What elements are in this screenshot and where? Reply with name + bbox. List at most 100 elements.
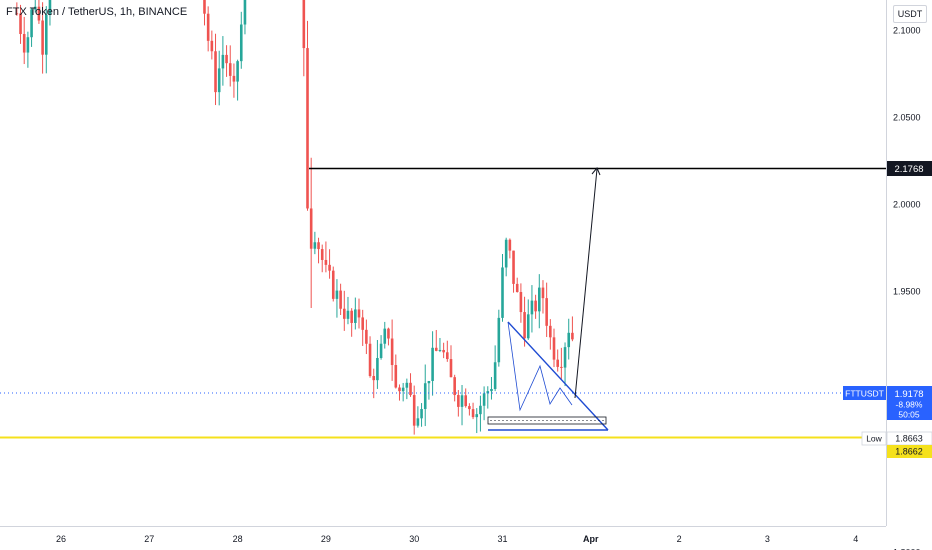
candle-body: [519, 292, 523, 313]
candle-body: [398, 387, 401, 392]
support-value-box: [887, 445, 932, 458]
candle-body: [486, 391, 490, 394]
candle-body: [30, 9, 33, 38]
currency-button[interactable]: USDT: [893, 5, 927, 23]
support-value-label: 1.8662: [895, 447, 923, 457]
candle-body: [453, 377, 456, 396]
candle-body: [420, 409, 423, 419]
x-tick-label: 4: [853, 534, 858, 544]
triangle-upper-trendline: [507, 321, 609, 431]
candle-body: [545, 298, 548, 326]
candle-body: [372, 376, 376, 381]
triangle-pattern[interactable]: [488, 321, 609, 431]
target-price-label-box: [887, 161, 932, 176]
bar-countdown-label: 50:05: [898, 410, 920, 420]
target-price-label: 2.1768: [894, 164, 923, 175]
candle-body: [541, 287, 545, 299]
candles-layer: [15, 0, 574, 435]
candle-body: [217, 68, 221, 93]
candle-body: [368, 343, 372, 377]
candle-body: [523, 312, 526, 339]
price-axis[interactable]: 1.80001.95002.00002.05002.10002.15002.20…: [893, 0, 921, 550]
candle-body: [530, 300, 534, 315]
candle-body: [434, 347, 438, 351]
candle-body: [560, 366, 563, 368]
candle-body: [225, 54, 228, 64]
candle-body: [350, 310, 353, 323]
candle-body: [361, 317, 364, 330]
x-tick-label: 2: [677, 534, 682, 544]
candle-body: [449, 359, 453, 378]
candle-body: [427, 380, 431, 384]
candle-body: [210, 40, 214, 52]
symbol-label: FTTUSDT: [845, 389, 884, 399]
candle-body: [379, 343, 383, 359]
candle-body: [22, 34, 26, 53]
candle-body: [239, 24, 243, 62]
candle-body: [387, 328, 390, 339]
y-tick-label: 2.1000: [893, 26, 921, 36]
low-tag-box: [861, 431, 887, 446]
candle-body: [365, 329, 368, 344]
candle-body: [552, 337, 556, 360]
candle-body: [567, 332, 571, 348]
candle-body: [457, 395, 460, 407]
candle-body: [354, 309, 357, 323]
low-tag-label: Low: [866, 434, 882, 444]
x-tick-label: 26: [56, 534, 66, 544]
candle-body: [431, 347, 434, 381]
candle-body: [203, 0, 206, 14]
candle-body: [446, 352, 449, 360]
candle-body: [423, 383, 427, 410]
candle-body: [468, 406, 471, 410]
candle-body: [331, 270, 335, 299]
candle-body: [44, 14, 48, 55]
candle-body: [401, 387, 405, 392]
candle-body: [501, 267, 504, 318]
candle-body: [214, 51, 217, 93]
symbol-label-box: [843, 386, 886, 400]
candle-body: [394, 365, 398, 388]
y-tick-label: 1.8000: [893, 548, 921, 550]
x-tick-label: 27: [144, 534, 154, 544]
candle-body: [512, 250, 515, 284]
candle-body: [482, 393, 486, 406]
x-tick-label: 28: [233, 534, 243, 544]
candle-body: [26, 37, 30, 53]
candle-body: [493, 362, 497, 389]
candle-body: [409, 382, 412, 396]
candle-body: [302, 0, 306, 49]
candle-body: [221, 54, 225, 69]
candle-body: [232, 75, 236, 82]
candle-body: [306, 48, 309, 209]
candle-body: [479, 405, 482, 415]
candle-body: [537, 287, 541, 312]
candle-body: [243, 0, 247, 25]
candle-body: [515, 283, 519, 293]
candle-body: [438, 349, 442, 351]
candle-body: [320, 249, 324, 260]
y-tick-label: 2.0000: [893, 200, 921, 210]
arrow-head: [591, 167, 601, 176]
candle-body: [342, 308, 346, 319]
chart-title: FTX Token / TetherUS, 1h, BINANCE: [6, 6, 188, 18]
consolidation-box[interactable]: [487, 416, 607, 425]
candle-body: [33, 6, 37, 10]
candle-body: [571, 332, 574, 340]
projection-arrow[interactable]: [574, 168, 598, 399]
candle-body: [357, 309, 361, 318]
candle-body: [19, 13, 22, 35]
candle-body: [309, 208, 313, 249]
x-tick-label: 30: [409, 534, 419, 544]
candle-body: [37, 6, 41, 21]
candle-body: [15, 13, 19, 15]
candle-body: [556, 359, 559, 367]
y-tick-label: 2.0500: [893, 113, 921, 123]
x-tick-label: 3: [765, 534, 770, 544]
candle-body: [504, 239, 508, 268]
candle-body: [48, 0, 52, 15]
current-price-label: 1.9178: [894, 389, 923, 400]
x-tick-label: 29: [321, 534, 331, 544]
time-axis[interactable]: 26 27 28 29 30 31 Apr 2 3 4: [56, 534, 858, 544]
